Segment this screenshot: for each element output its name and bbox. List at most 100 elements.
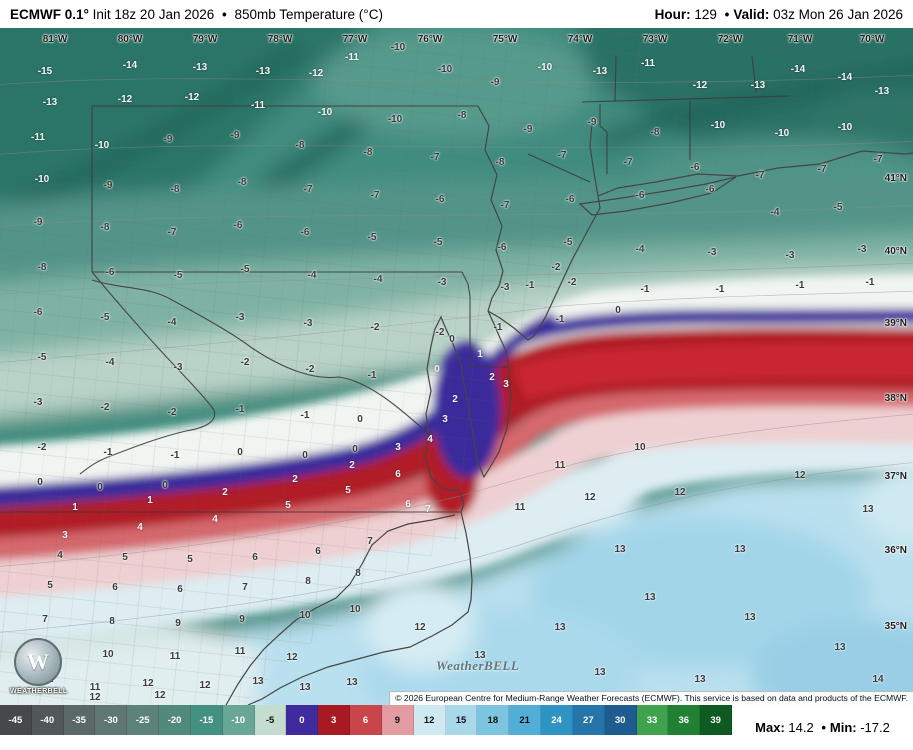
temp-label: 2: [222, 487, 228, 498]
temp-label: -6: [435, 194, 445, 205]
temp-label: -7: [303, 184, 313, 195]
temp-label: -2: [567, 277, 577, 288]
temp-label: -8: [100, 222, 110, 233]
temp-label: 12: [286, 652, 298, 663]
colorbar-segment: -5: [254, 705, 287, 735]
parameter-name: 850mb Temperature (°C): [230, 6, 383, 22]
temp-label: -14: [790, 64, 806, 75]
temp-label: -3: [173, 362, 183, 373]
lon-label: 72°W: [717, 34, 743, 45]
temp-label: -2: [167, 407, 177, 418]
colorbar-segment: 27: [572, 705, 605, 735]
temp-label: 11: [89, 682, 101, 693]
temp-label: -7: [500, 200, 510, 211]
temp-label: -14: [122, 60, 138, 71]
temp-label: -13: [592, 66, 608, 77]
temp-label: -12: [184, 92, 200, 103]
temp-label: 4: [57, 550, 63, 561]
temp-label: -2: [37, 442, 47, 453]
temp-label: -8: [295, 140, 305, 151]
contour-lines: [0, 74, 913, 633]
temp-label: -3: [235, 312, 245, 323]
coastline: [225, 105, 913, 705]
temp-label: -12: [117, 94, 133, 105]
temp-label: -13: [874, 86, 890, 97]
map-title: ECMWF 0.1° Init 18z 20 Jan 2026 • 850mb …: [10, 6, 383, 22]
max-label: Max:: [755, 720, 785, 735]
lon-label: 76°W: [417, 34, 443, 45]
temp-label: -1: [715, 284, 725, 295]
temp-label: -6: [497, 242, 507, 253]
colorbar-segment: 33: [636, 705, 669, 735]
temp-label: -5: [37, 352, 47, 363]
hour-label: Hour:: [654, 6, 691, 22]
temp-label: -1: [103, 447, 113, 458]
temp-label: -7: [167, 227, 177, 238]
temp-label: -4: [373, 274, 383, 285]
weatherbell-logo-mark: W: [14, 638, 62, 686]
temp-label: -13: [255, 66, 271, 77]
colorbar-segment: -10: [222, 705, 255, 735]
temp-label: 7: [367, 536, 373, 547]
temp-label: -4: [167, 317, 177, 328]
temp-label: -2: [370, 322, 380, 333]
temp-label: -4: [105, 357, 115, 368]
temp-label: -5: [100, 312, 110, 323]
map-labels: 81°W 80°W 79°W 78°W 77°W 76°W 75°W 74°W 73°W 72°W…: [0, 28, 913, 705]
temp-label: 13: [862, 504, 874, 515]
colorbar-segment: -20: [159, 705, 191, 735]
temp-label: -13: [192, 62, 208, 73]
temp-label: 0: [237, 447, 243, 458]
temp-label: 13: [474, 650, 486, 661]
temp-label: 0: [162, 480, 168, 491]
temp-label: -11: [251, 100, 265, 111]
colorbar-segment: -35: [63, 705, 96, 735]
temp-label: -7: [557, 150, 567, 161]
temp-label: 5: [47, 580, 53, 591]
lon-label: 74°W: [567, 34, 593, 45]
lon-label: 81°W: [42, 34, 68, 45]
temp-label: 13: [644, 592, 656, 603]
temp-label: -6: [565, 194, 575, 205]
temp-label: -1: [367, 370, 377, 381]
max-min-stats: Max: 14.2 • Min: -17.2: [732, 705, 913, 750]
temp-label: -1: [300, 410, 310, 421]
lon-label: 78°W: [267, 34, 293, 45]
temp-label: 11: [169, 651, 181, 662]
temp-label: 0: [615, 305, 621, 316]
min-label: Min:: [829, 720, 857, 735]
temp-label: -3: [303, 318, 313, 329]
lon-label: 80°W: [117, 34, 143, 45]
temp-label: -14: [837, 72, 853, 83]
colorbar-segment: 6: [350, 705, 382, 735]
county-texture-ne: [600, 28, 913, 168]
temp-label: 13: [734, 544, 746, 555]
temp-label: -13: [42, 97, 58, 108]
temp-label: -11: [31, 132, 45, 143]
temp-label: -8: [457, 110, 467, 121]
lat-label: 38°N: [884, 393, 907, 404]
max-value: 14.2: [784, 720, 818, 735]
lat-label: 40°N: [884, 246, 907, 257]
temp-label: -11: [345, 52, 359, 63]
temp-label: -1: [170, 450, 180, 461]
colorbar-segment: -45: [0, 705, 32, 735]
temp-label: -1: [865, 277, 875, 288]
lon-label: 79°W: [192, 34, 218, 45]
temp-label: 12: [89, 692, 101, 703]
temp-label: 0: [302, 450, 308, 461]
temp-label: -6: [105, 267, 115, 278]
colorbar-segment: -25: [127, 705, 160, 735]
temp-label: 12: [142, 678, 154, 689]
temp-label: -8: [495, 157, 505, 168]
weatherbell-logo: W WEATHERBELL: [10, 638, 67, 695]
temp-label: -10: [437, 64, 453, 75]
temp-label: 4: [427, 434, 433, 445]
temp-label: -5: [433, 237, 443, 248]
temp-label: 5: [285, 500, 291, 511]
colorbar-segment: -40: [31, 705, 64, 735]
temp-label: 12: [154, 690, 166, 701]
temp-label: 3: [442, 414, 448, 425]
lon-label: 77°W: [342, 34, 368, 45]
temp-label: -6: [690, 162, 700, 173]
